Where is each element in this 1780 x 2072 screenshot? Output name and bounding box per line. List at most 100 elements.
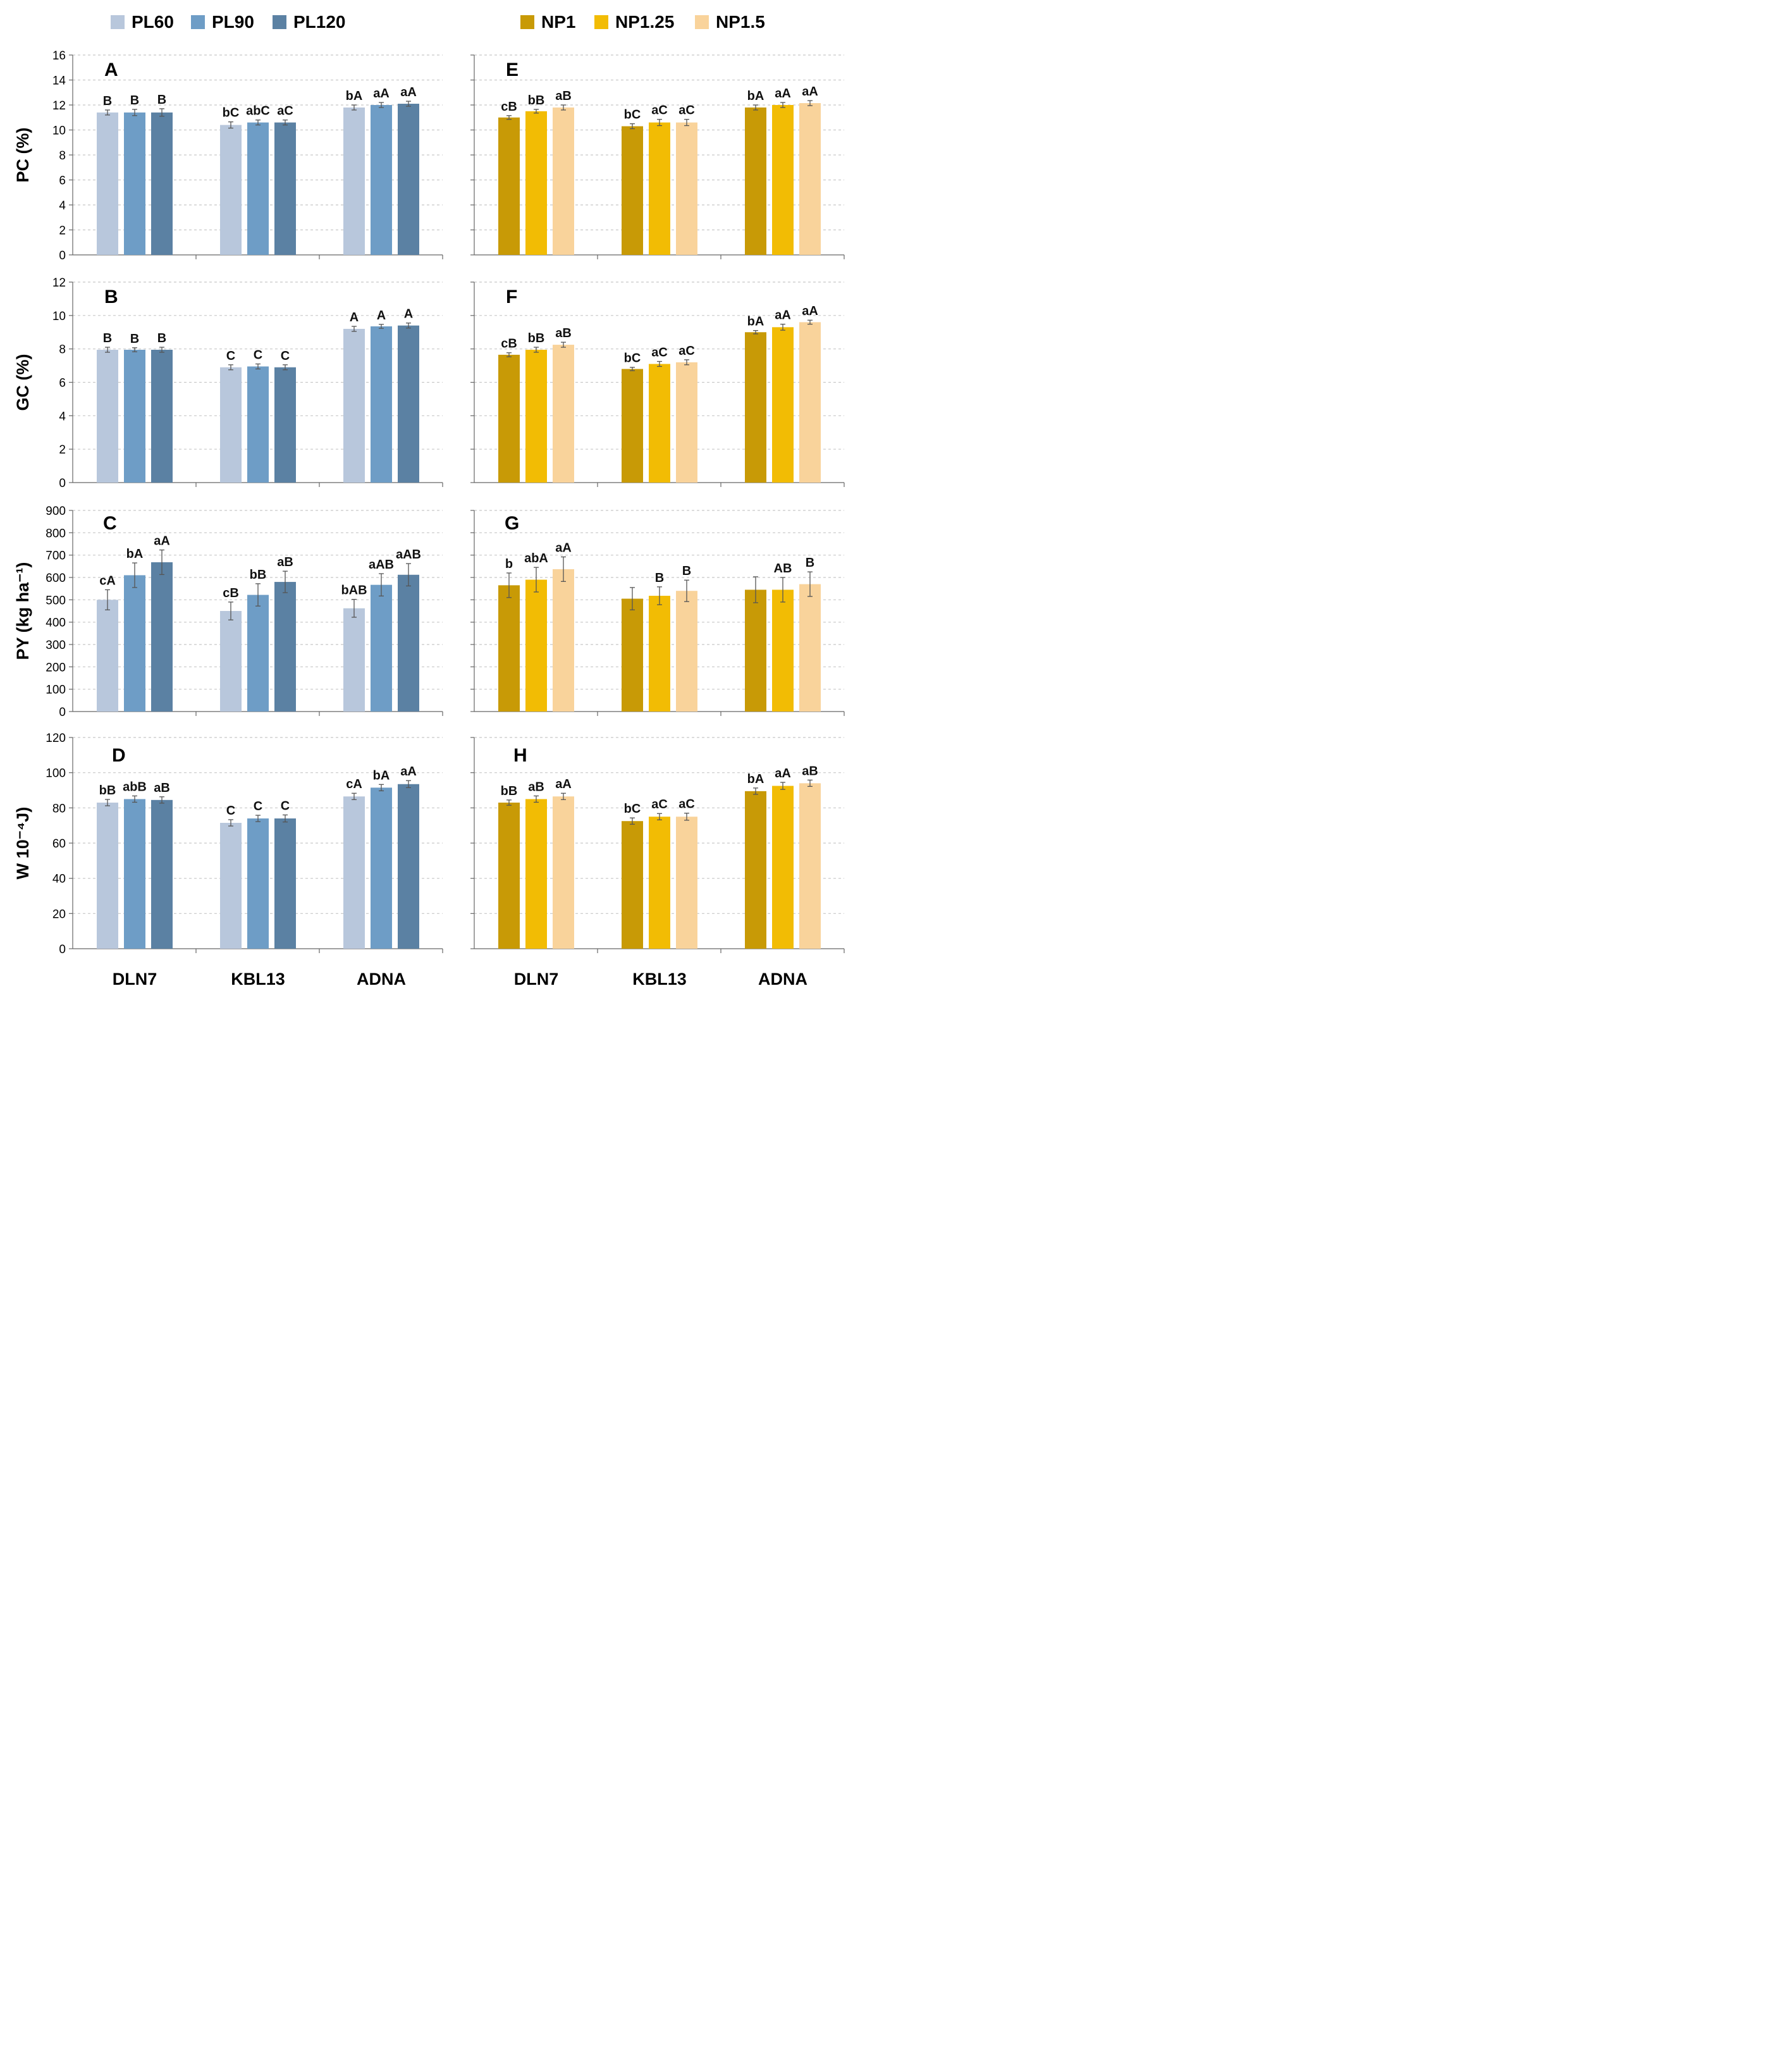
bar-f-kbl13-np1 [622, 369, 643, 483]
significance-label: aA [555, 541, 572, 555]
category-label-dln7: DLN7 [113, 970, 157, 989]
legend-swatch-pl90 [191, 15, 205, 29]
significance-label: B [157, 331, 166, 345]
bar-a-kbl13-pl90 [247, 122, 269, 255]
y-tick-label: 40 [52, 873, 66, 886]
bar-e-adna-np1.5 [799, 103, 821, 255]
significance-label: B [103, 94, 112, 108]
bar-c-dln7-pl60 [97, 600, 118, 712]
significance-label: A [350, 311, 359, 324]
panel-label: F [506, 287, 517, 307]
significance-label: C [254, 348, 262, 362]
bar-e-kbl13-np1.5 [676, 122, 697, 255]
y-tick-label: 60 [52, 837, 66, 851]
bar-f-adna-np1.25 [772, 327, 794, 483]
significance-label: aB [277, 555, 293, 569]
bar-c-kbl13-pl120 [274, 582, 296, 712]
bar-b-adna-pl90 [371, 326, 392, 483]
bar-a-kbl13-pl60 [220, 125, 242, 255]
y-tick-label: 6 [59, 377, 66, 390]
significance-label: aA [400, 85, 417, 99]
significance-label: C [254, 799, 262, 813]
legend-label-np1-5: NP1.5 [716, 12, 765, 32]
y-tick-label: 10 [52, 310, 66, 323]
bar-a-dln7-pl120 [151, 112, 173, 255]
significance-label: aB [802, 764, 818, 778]
y-axis-title: PC (%) [13, 128, 32, 183]
bar-h-dln7-np1 [498, 802, 520, 949]
bar-g-adna-np1.25 [772, 589, 794, 712]
y-tick-label: 12 [52, 276, 66, 290]
figure: PL60 PL90 PL120 NP1 NP1.25 NP1.5 0 2 4 6 8 10 12 14… [13, 12, 845, 989]
y-axis-title: GC (%) [13, 354, 32, 411]
panel-d: 0 20 40 60 80 100 120 bB abB aB C C CcA bA aA D W 10⁻⁴J) [13, 732, 443, 956]
bar-c-dln7-pl120 [151, 562, 173, 712]
bar-f-dln7-np1.5 [553, 345, 574, 483]
bar-c-adna-pl60 [343, 608, 365, 712]
significance-label: aB [555, 326, 572, 340]
legend-np: NP1 NP1.25 NP1.5 [520, 12, 765, 32]
significance-label: A [377, 309, 386, 323]
bar-g-dln7-np1.25 [525, 579, 547, 712]
significance-label: B [157, 93, 166, 107]
significance-label: aA [400, 765, 417, 779]
y-tick-label: 100 [46, 684, 66, 697]
bar-h-kbl13-np1.25 [649, 817, 670, 949]
significance-label: bB [250, 568, 267, 582]
legend-swatch-np1-25 [594, 15, 608, 29]
significance-label: bA [126, 547, 144, 561]
significance-label: AB [774, 562, 792, 576]
significance-label: aAB [396, 548, 421, 562]
significance-label: B [682, 564, 691, 578]
significance-label: C [281, 349, 290, 363]
significance-label: B [655, 571, 664, 585]
significance-label: aB [555, 89, 572, 103]
bar-h-adna-np1.25 [772, 786, 794, 949]
bar-d-dln7-pl120 [151, 799, 173, 949]
significance-label: aC [651, 104, 668, 118]
y-tick-label: 0 [59, 706, 66, 719]
significance-label: bA [747, 772, 764, 786]
bar-b-kbl13-pl90 [247, 366, 269, 483]
significance-label: A [404, 307, 413, 321]
legend-swatch-np1-5 [695, 15, 709, 29]
significance-label: cA [346, 777, 362, 791]
panel-e: cB bB aB bC aC aC bA aA aA E [470, 54, 845, 259]
y-tick-label: 8 [59, 149, 66, 163]
bar-e-kbl13-np1 [622, 126, 643, 255]
y-tick-label: 6 [59, 175, 66, 188]
bar-d-adna-pl120 [398, 784, 419, 949]
significance-label: bB [501, 784, 518, 798]
significance-label: aA [775, 309, 791, 323]
significance-label: b [505, 557, 513, 571]
bar-e-adna-np1.25 [772, 105, 794, 255]
category-label-kbl13: KBL13 [231, 970, 285, 989]
y-tick-label: 900 [46, 505, 66, 518]
significance-label: aA [802, 85, 818, 99]
bar-f-dln7-np1 [498, 354, 520, 483]
y-tick-label: 0 [59, 943, 66, 956]
panel-label: B [104, 287, 118, 307]
significance-label: abC [246, 104, 270, 118]
significance-label: aC [277, 104, 293, 118]
bar-b-kbl13-pl120 [274, 367, 296, 483]
legend-label-pl90: PL90 [212, 12, 254, 32]
y-tick-label: 2 [59, 225, 66, 238]
bar-b-dln7-pl120 [151, 349, 173, 483]
significance-label: abA [524, 552, 548, 565]
bar-a-adna-pl120 [398, 104, 419, 255]
significance-label: C [226, 349, 235, 363]
legend-swatch-pl60 [111, 15, 125, 29]
panel-label: D [112, 745, 126, 766]
significance-label: aC [678, 344, 695, 358]
legend-label-np1-25: NP1.25 [615, 12, 674, 32]
y-tick-label: 4 [59, 199, 66, 213]
bar-g-kbl13-np1.5 [676, 591, 697, 712]
y-tick-label: 300 [46, 639, 66, 652]
y-tick-label: 120 [46, 732, 66, 745]
significance-label: cA [99, 574, 116, 588]
significance-label: bB [99, 784, 116, 798]
significance-label: bA [747, 89, 764, 103]
bar-c-kbl13-pl60 [220, 611, 242, 712]
significance-label: bC [223, 106, 240, 120]
